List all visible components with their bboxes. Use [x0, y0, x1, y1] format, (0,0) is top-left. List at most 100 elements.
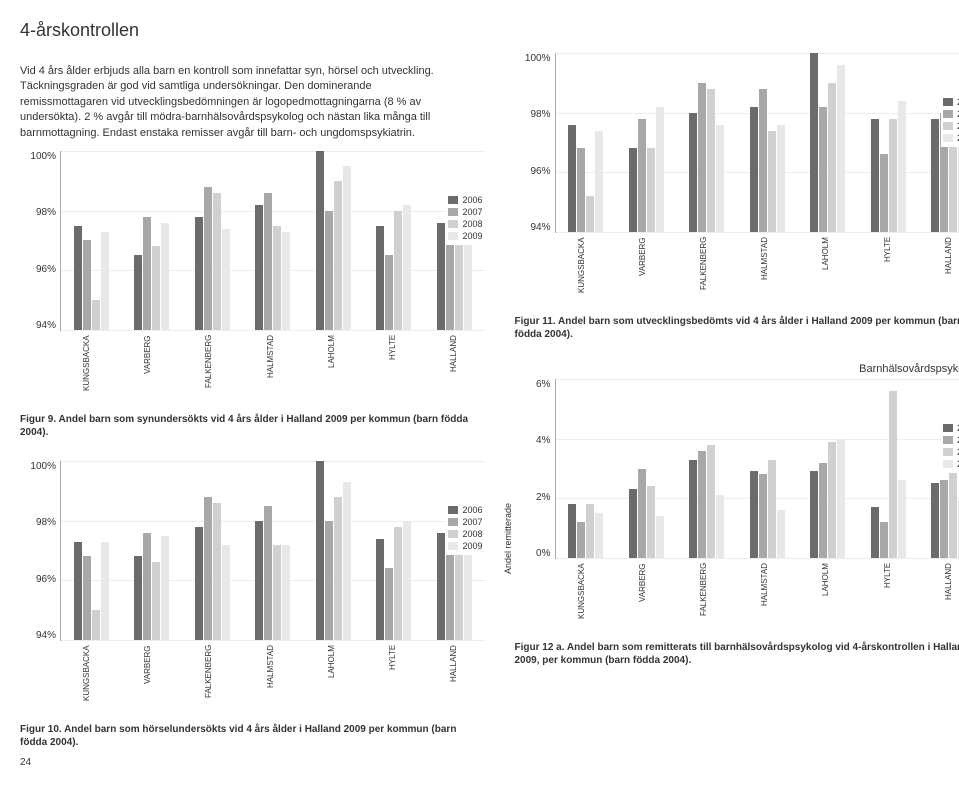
bar — [455, 235, 463, 330]
bar — [828, 83, 836, 232]
bar-group — [798, 53, 859, 232]
bar — [376, 226, 384, 330]
bar — [334, 181, 342, 330]
y-tick: 96% — [530, 166, 550, 177]
page-num-left: 24 — [20, 757, 31, 768]
bar — [273, 545, 281, 640]
bar — [152, 246, 160, 330]
bar-group — [798, 379, 859, 558]
bar — [595, 513, 603, 558]
legend-label: 2008 — [462, 219, 482, 229]
y-tick: 98% — [36, 207, 56, 218]
fig9-caption: Figur 9. Andel barn som synundersökts vi… — [20, 413, 485, 439]
x-label: HYLTE — [362, 641, 423, 709]
bar — [255, 521, 263, 640]
bar — [707, 89, 715, 232]
legend-swatch — [943, 436, 953, 444]
y-tick: 100% — [525, 53, 551, 64]
bar — [768, 131, 776, 232]
bar — [568, 504, 576, 558]
bar-group — [243, 151, 304, 330]
x-label: FALKENBERG — [673, 559, 734, 627]
y-tick: 6% — [536, 379, 550, 390]
y-axis-label: Andel remitterade — [503, 503, 513, 574]
bar-group — [737, 53, 798, 232]
bar-group — [182, 461, 243, 640]
bar — [74, 542, 82, 640]
fig12a-title: Barnhälsovårdspsykolog — [515, 363, 959, 375]
bar — [638, 119, 646, 232]
bar-group — [737, 379, 798, 558]
y-tick: 94% — [36, 320, 56, 331]
bar — [716, 495, 724, 558]
fig12a-caption: Figur 12 a. Andel barn som remitterats t… — [515, 641, 959, 667]
x-label: HALLAND — [918, 233, 959, 301]
x-label: HYLTE — [857, 559, 918, 627]
bar — [656, 516, 664, 558]
bar — [101, 542, 109, 640]
legend-label: 2007 — [462, 207, 482, 217]
bar — [92, 300, 100, 330]
bar — [213, 193, 221, 330]
bar — [83, 240, 91, 330]
page-numbers: 24 25 — [20, 757, 959, 768]
x-label: FALKENBERG — [178, 331, 239, 399]
bar — [394, 211, 402, 330]
x-label: KUNGSBACKA — [56, 641, 117, 709]
bar — [898, 101, 906, 232]
bar — [325, 521, 333, 640]
right-column: 100%98%96%94%KUNGSBACKAVARBERGFALKENBERG… — [515, 53, 959, 749]
legend-swatch — [943, 424, 953, 432]
bar — [577, 148, 585, 232]
legend-swatch — [448, 220, 458, 228]
fig11-chart: 100%98%96%94%KUNGSBACKAVARBERGFALKENBERG… — [515, 53, 959, 301]
left-column: Vid 4 års ålder erbjuds alla barn en kon… — [20, 53, 485, 749]
legend-swatch — [448, 196, 458, 204]
bar — [898, 480, 906, 558]
bar — [931, 119, 939, 232]
bar — [343, 482, 351, 640]
bar-group — [243, 461, 304, 640]
y-tick: 98% — [530, 109, 550, 120]
bar — [195, 217, 203, 330]
bar — [759, 474, 767, 558]
bar — [134, 255, 142, 330]
x-label: HALLAND — [918, 559, 959, 627]
bar — [656, 107, 664, 232]
bar — [595, 131, 603, 232]
bar — [750, 107, 758, 232]
bar — [282, 232, 290, 330]
bar — [698, 451, 706, 558]
bar — [949, 137, 957, 232]
x-label: LAHOLM — [301, 331, 362, 399]
x-label: HYLTE — [857, 233, 918, 301]
bar — [940, 480, 948, 558]
x-label: LAHOLM — [795, 559, 856, 627]
x-label: HYLTE — [362, 331, 423, 399]
bar — [716, 125, 724, 232]
bar-group — [556, 53, 617, 232]
x-label: KUNGSBACKA — [551, 559, 612, 627]
x-label: KUNGSBACKA — [551, 233, 612, 301]
bar — [213, 503, 221, 640]
bar — [819, 463, 827, 558]
fig12a-chart: Andel remitterade6%4%2%0%KUNGSBACKAVARBE… — [515, 379, 959, 627]
legend-label: 2007 — [462, 517, 482, 527]
legend-swatch — [943, 448, 953, 456]
bar — [837, 439, 845, 558]
bar — [83, 556, 91, 640]
x-label: HALMSTAD — [734, 233, 795, 301]
legend-label: 2006 — [462, 195, 482, 205]
x-label: HALLAND — [423, 641, 484, 709]
bar — [647, 486, 655, 558]
page-title: 4-årskontrollen — [20, 20, 959, 41]
bar — [385, 568, 393, 640]
x-label: LAHOLM — [301, 641, 362, 709]
bar — [577, 522, 585, 558]
bar — [647, 148, 655, 232]
bar-group — [122, 151, 183, 330]
y-tick: 100% — [30, 461, 56, 472]
bar — [750, 471, 758, 558]
x-label: HALMSTAD — [240, 641, 301, 709]
bar — [92, 610, 100, 640]
